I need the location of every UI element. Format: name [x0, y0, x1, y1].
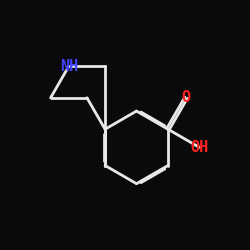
Text: OH: OH [190, 140, 208, 155]
Text: O: O [182, 90, 191, 105]
Text: NH: NH [60, 59, 78, 74]
